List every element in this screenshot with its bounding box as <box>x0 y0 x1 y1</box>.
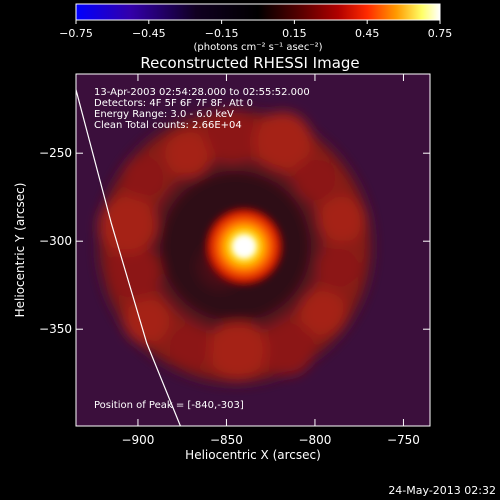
axis-ticks: −900 −850 −800 −750 −250 −300 −350 <box>39 74 430 447</box>
ring-emission-blob <box>123 156 164 197</box>
annotation-line: 13-Apr-2003 02:54:28.000 to 02:55:52.000 <box>94 87 310 98</box>
ring-emission-blob <box>108 246 161 299</box>
ring-emission-blob <box>299 289 346 336</box>
annotation-line: Clean Total counts: 2.66E+04 <box>94 120 242 131</box>
ring-emission-blob <box>98 195 157 254</box>
y-tick-label: −300 <box>39 234 72 248</box>
peak-position-label: Position of Peak = [-840,-303] <box>94 400 244 411</box>
ring-emission-blob <box>253 112 312 171</box>
annotation-line: Energy Range: 3.0 - 6.0 keV <box>94 109 234 120</box>
ring-emission-blob <box>165 131 212 178</box>
colorbar-tick-label: −0.15 <box>205 27 239 40</box>
y-axis-label: Heliocentric Y (arcsec) <box>13 183 27 318</box>
x-tick-label: −850 <box>210 433 243 447</box>
plot-frame <box>75 73 431 427</box>
solar-limb-curve <box>76 89 181 426</box>
ring-emission-blob <box>294 159 335 200</box>
ring-emission-blob <box>206 110 259 163</box>
ring-emission-blob <box>123 297 170 344</box>
y-tick-label: −250 <box>39 146 72 160</box>
y-tick-label: −350 <box>39 322 72 336</box>
ring-emission-blob <box>262 323 315 376</box>
ring-emission-blob <box>208 321 267 380</box>
annotations: 13-Apr-2003 02:54:28.000 to 02:55:52.000… <box>94 87 310 131</box>
x-tick-label: −800 <box>298 433 331 447</box>
colorbar-tick-label: 0.15 <box>282 27 307 40</box>
colorbar-gradient <box>75 3 441 21</box>
colorbar-tick-label: −0.45 <box>132 27 166 40</box>
x-axis-label: Heliocentric X (arcsec) <box>185 448 321 462</box>
colorbar-tick-label: 0.75 <box>428 27 453 40</box>
colorbar-unit-label: (photons cm⁻² s⁻¹ asec⁻²) <box>193 42 322 53</box>
image-area <box>76 74 430 426</box>
ring-emission-blob <box>318 196 365 243</box>
ring-emission-blob <box>170 326 211 367</box>
chart-title: Reconstructed RHESSI Image <box>140 54 359 72</box>
colorbar: −0.75 −0.45 −0.15 0.15 0.45 0.75 (photons cm⁻… <box>59 3 453 53</box>
x-tick-label: −750 <box>387 433 420 447</box>
peak-core <box>233 235 256 258</box>
annotation-line: Detectors: 4F 5F 6F 7F 8F, Att 0 <box>94 98 253 109</box>
footer-timestamp: 24-May-2013 02:32 <box>388 484 496 497</box>
ring-emission-blob <box>316 247 357 288</box>
colorbar-tick-label: −0.75 <box>59 27 93 40</box>
x-tick-label: −900 <box>121 433 154 447</box>
colorbar-tick-label: 0.45 <box>355 27 380 40</box>
